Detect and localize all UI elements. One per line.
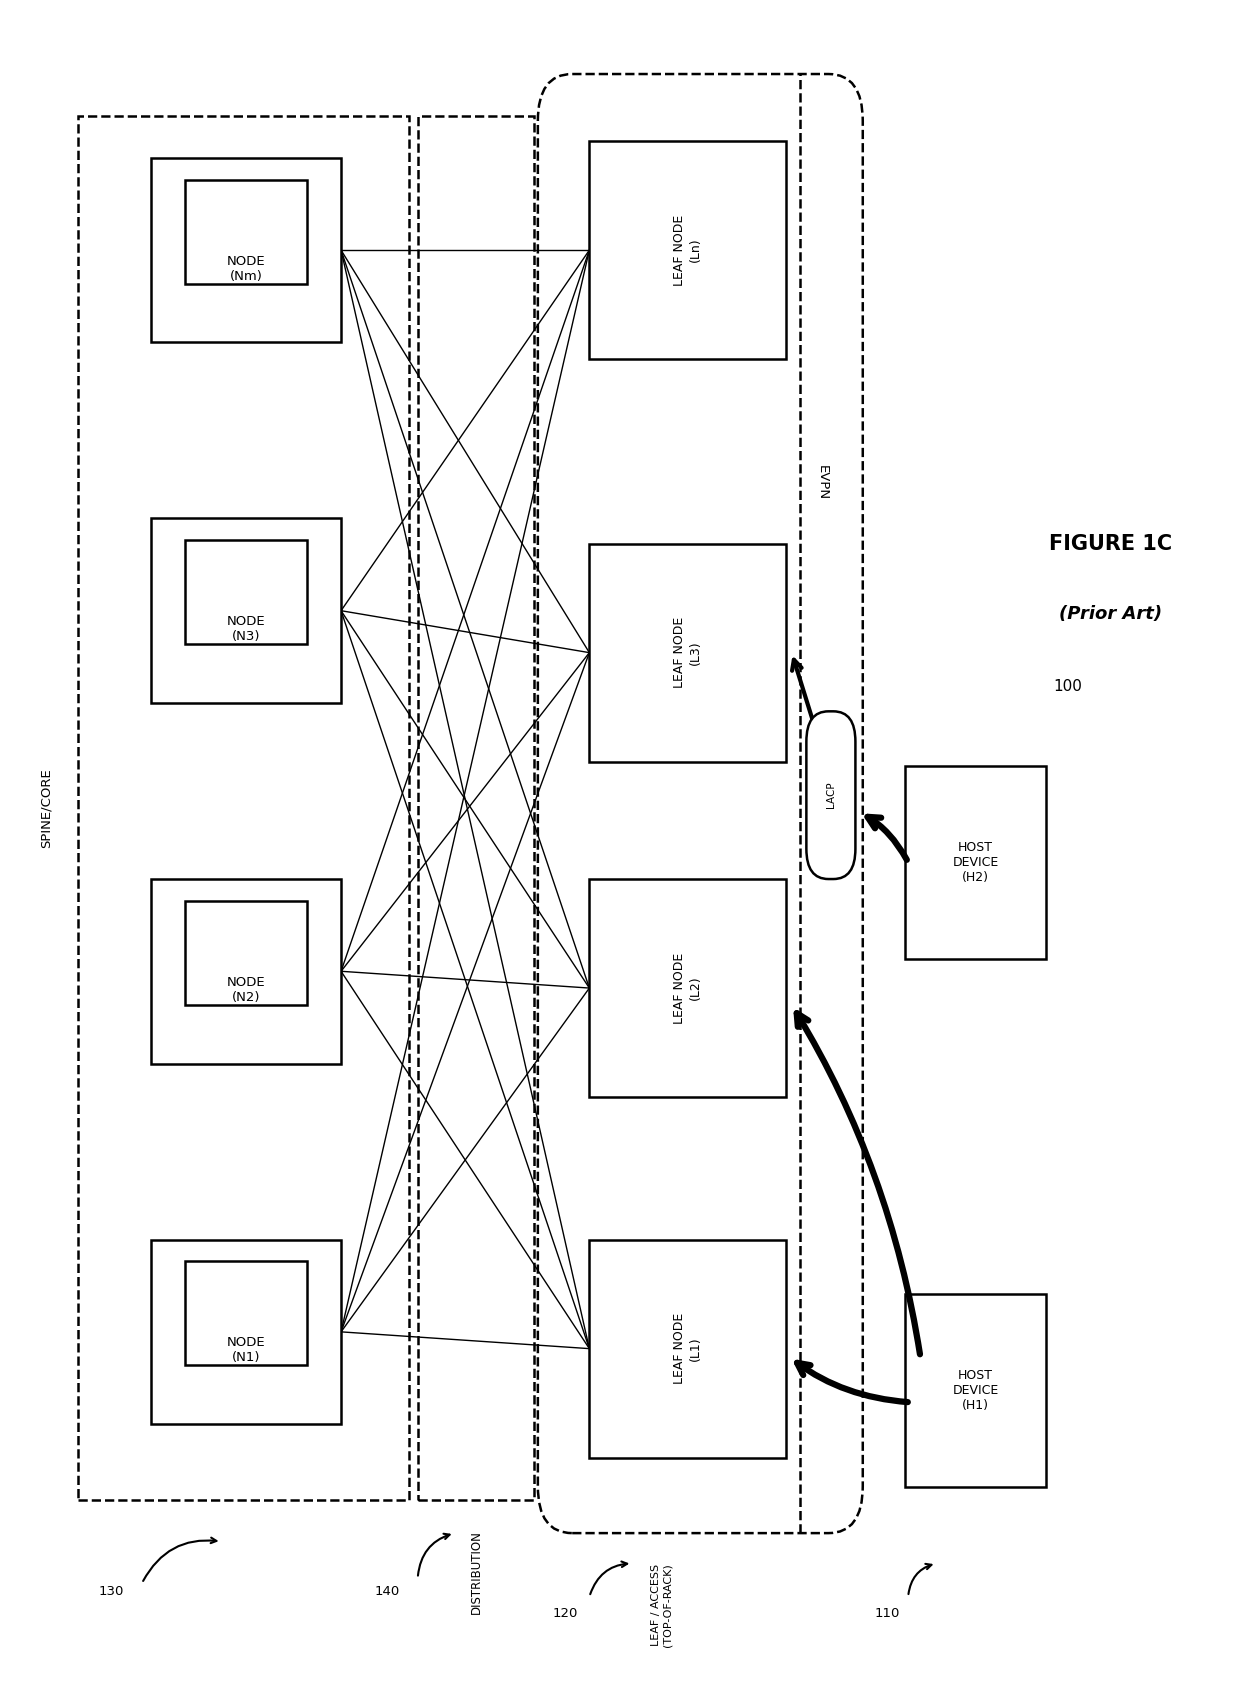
- Bar: [151, 519, 341, 703]
- Text: LEAF NODE
(L3): LEAF NODE (L3): [673, 617, 702, 688]
- Text: LACP: LACP: [826, 781, 836, 808]
- Bar: [589, 879, 785, 1097]
- Text: 140: 140: [374, 1586, 399, 1598]
- Bar: [151, 879, 341, 1064]
- Text: NODE
(Nm): NODE (Nm): [227, 255, 265, 282]
- Text: EVPN: EVPN: [816, 465, 830, 501]
- Text: HOST
DEVICE
(H1): HOST DEVICE (H1): [952, 1370, 998, 1412]
- Text: 130: 130: [98, 1586, 124, 1598]
- Text: NODE
(N1): NODE (N1): [227, 1336, 265, 1365]
- Bar: [905, 1294, 1047, 1486]
- Bar: [185, 1261, 308, 1365]
- Bar: [589, 140, 785, 358]
- Bar: [185, 901, 308, 1004]
- Text: NODE
(N3): NODE (N3): [227, 616, 265, 643]
- Bar: [78, 117, 409, 1500]
- Text: LEAF NODE
(Ln): LEAF NODE (Ln): [673, 215, 702, 286]
- Text: (Prior Art): (Prior Art): [1059, 605, 1162, 622]
- Text: LEAF NODE
(L2): LEAF NODE (L2): [673, 952, 702, 1023]
- Bar: [905, 766, 1047, 959]
- Text: DISTRIBUTION: DISTRIBUTION: [470, 1530, 482, 1613]
- Text: LEAF / ACCESS
(TOP-OF-RACK): LEAF / ACCESS (TOP-OF-RACK): [651, 1562, 672, 1647]
- Text: LEAF NODE
(L1): LEAF NODE (L1): [673, 1312, 702, 1385]
- Bar: [151, 157, 341, 342]
- Text: SPINE/CORE: SPINE/CORE: [40, 769, 52, 849]
- Text: FIGURE 1C: FIGURE 1C: [1049, 534, 1172, 553]
- Bar: [185, 539, 308, 644]
- Text: 110: 110: [874, 1606, 900, 1620]
- Bar: [418, 117, 534, 1500]
- Text: 120: 120: [552, 1606, 578, 1620]
- FancyBboxPatch shape: [806, 712, 856, 879]
- Bar: [589, 1240, 785, 1458]
- Text: HOST
DEVICE
(H2): HOST DEVICE (H2): [952, 840, 998, 884]
- Text: NODE
(N2): NODE (N2): [227, 976, 265, 1004]
- FancyBboxPatch shape: [538, 74, 863, 1534]
- Bar: [589, 543, 785, 761]
- Text: 100: 100: [1053, 678, 1083, 693]
- Bar: [151, 1240, 341, 1424]
- Bar: [185, 179, 308, 284]
